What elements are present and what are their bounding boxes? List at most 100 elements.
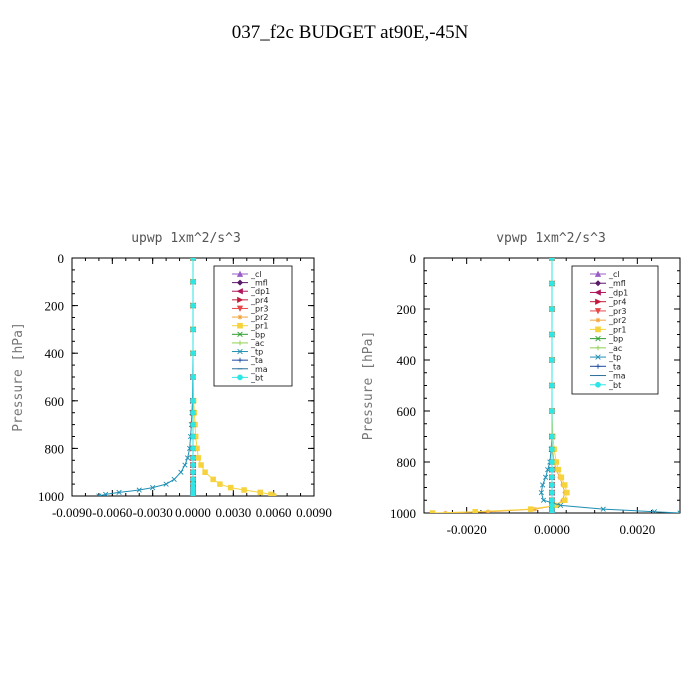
y-tick-label: 1000 xyxy=(38,489,64,504)
legend-label: _bt xyxy=(250,373,263,382)
legend-marker xyxy=(594,308,602,315)
legend-marker xyxy=(595,335,601,342)
series-point-bt xyxy=(190,374,196,380)
series-point-bt xyxy=(190,445,196,452)
x-tick-label: 0.0000 xyxy=(534,522,570,537)
legend-marker xyxy=(236,288,243,295)
legend-label: _pr1 xyxy=(608,325,626,334)
series-point-bt xyxy=(190,462,196,468)
legend-marker xyxy=(237,314,243,320)
series-point-pr1 xyxy=(558,474,565,481)
series-point-bt xyxy=(549,280,555,287)
series-point-pr1 xyxy=(198,462,204,468)
legend-label: _cl xyxy=(608,270,620,279)
legend-marker xyxy=(237,348,243,355)
y-tick-label: 0 xyxy=(410,251,417,266)
legend-label: _bt xyxy=(608,381,621,390)
y-tick-label: 400 xyxy=(397,353,417,368)
series-point-tp xyxy=(557,502,564,508)
series-point-pr1 xyxy=(555,466,562,473)
legend-marker xyxy=(594,289,601,296)
series-point-bt xyxy=(190,476,196,483)
legend-marker xyxy=(237,374,243,381)
x-tick-label: 0.0000 xyxy=(175,505,211,520)
legend-label: _pr2 xyxy=(250,313,268,322)
legend-label: _dp1 xyxy=(608,288,628,297)
legend-label: _tp xyxy=(608,353,621,362)
y-axis-label: Pressure [hPa] xyxy=(361,331,376,441)
series-point-pr1 xyxy=(527,506,534,512)
legend-label: _ta xyxy=(250,356,263,365)
series-point-tp xyxy=(539,482,546,488)
series-point-pr1 xyxy=(217,481,223,487)
x-tick-label: -0.0020 xyxy=(447,522,487,537)
series-point-pr2 xyxy=(532,506,538,512)
series-point-bt xyxy=(549,497,555,503)
legend-label: _ac xyxy=(608,344,622,353)
series-point-tp xyxy=(150,485,156,491)
x-tick-label: 0.0060 xyxy=(256,505,292,520)
series-point-pr1 xyxy=(472,508,478,513)
legend-marker xyxy=(237,296,244,303)
series-point-bt xyxy=(549,446,555,452)
legend-label: _dp1 xyxy=(250,287,270,296)
series-point-bt xyxy=(190,455,196,461)
series-point-tp xyxy=(540,497,547,503)
series-point-pr1 xyxy=(210,476,216,483)
chart-2: vpwp 1xm^2/s^3 Pressure [hPa] 0 200 400 600 80… xyxy=(361,231,681,537)
legend-box xyxy=(213,265,293,387)
series-point-bt xyxy=(190,493,196,496)
series-point-bt xyxy=(190,421,196,428)
series-point-bt xyxy=(190,469,196,475)
series-point-bt xyxy=(190,279,196,285)
legend-marker xyxy=(236,305,244,312)
series-point-bt xyxy=(549,258,555,261)
series-point-pr1 xyxy=(562,497,568,503)
series-point-bt xyxy=(190,433,196,440)
series-point-pr1 xyxy=(257,489,263,496)
series-point-tp xyxy=(651,509,658,513)
series-point-pr1 xyxy=(429,510,436,513)
legend-marker xyxy=(237,331,243,338)
series-point-tp xyxy=(542,474,549,480)
series-point-bt xyxy=(549,489,555,496)
y-tick-label: 400 xyxy=(45,346,65,361)
series-point-pr1 xyxy=(195,455,202,461)
series-point-tp xyxy=(545,467,551,473)
legend-label: _pr4 xyxy=(250,296,268,305)
y-axis-label: Pressure [hPa] xyxy=(11,322,26,432)
series-point-bt xyxy=(549,408,555,414)
legend-label: _pr2 xyxy=(608,316,626,325)
series-point-tp xyxy=(96,493,102,496)
legend-label: _tp xyxy=(250,348,263,357)
legend-marker xyxy=(595,363,601,369)
series-point-bt xyxy=(549,433,555,440)
x-tick-label: -0.0090 xyxy=(52,505,92,520)
series-point-bt xyxy=(549,306,555,312)
y-tick-label: 800 xyxy=(45,441,65,456)
chart-1: upwp 1xm^2/s^3 Pressure [hPa] 0 200 400 600 80… xyxy=(11,231,332,520)
x-tick-label: -0.0060 xyxy=(92,505,132,520)
legend-marker xyxy=(237,322,243,329)
x-tick-label: 0.0020 xyxy=(619,522,655,537)
legend-marker xyxy=(595,354,601,360)
series-point-bt xyxy=(190,409,196,416)
legend-marker xyxy=(595,381,601,388)
legend-marker xyxy=(595,345,601,351)
legend-label: _pr4 xyxy=(608,298,626,307)
chart-title: vpwp 1xm^2/s^3 xyxy=(496,231,606,246)
series-point-bt xyxy=(190,350,196,356)
series-point-bt xyxy=(549,510,555,513)
legend-marker xyxy=(236,270,244,277)
series-point-bt xyxy=(549,459,555,465)
series-point-bt xyxy=(190,258,196,261)
series-point-tp xyxy=(102,491,109,496)
x-tick-label: 0.0090 xyxy=(296,505,332,520)
series-point-bt xyxy=(549,382,555,389)
series-point-bt xyxy=(190,398,196,404)
series-point-pr1 xyxy=(562,482,568,488)
y-tick-label: 600 xyxy=(45,394,65,409)
legend-label: _mfl xyxy=(608,279,626,288)
legend-label: _ma xyxy=(608,372,626,381)
legend-label: _pr1 xyxy=(250,322,268,331)
